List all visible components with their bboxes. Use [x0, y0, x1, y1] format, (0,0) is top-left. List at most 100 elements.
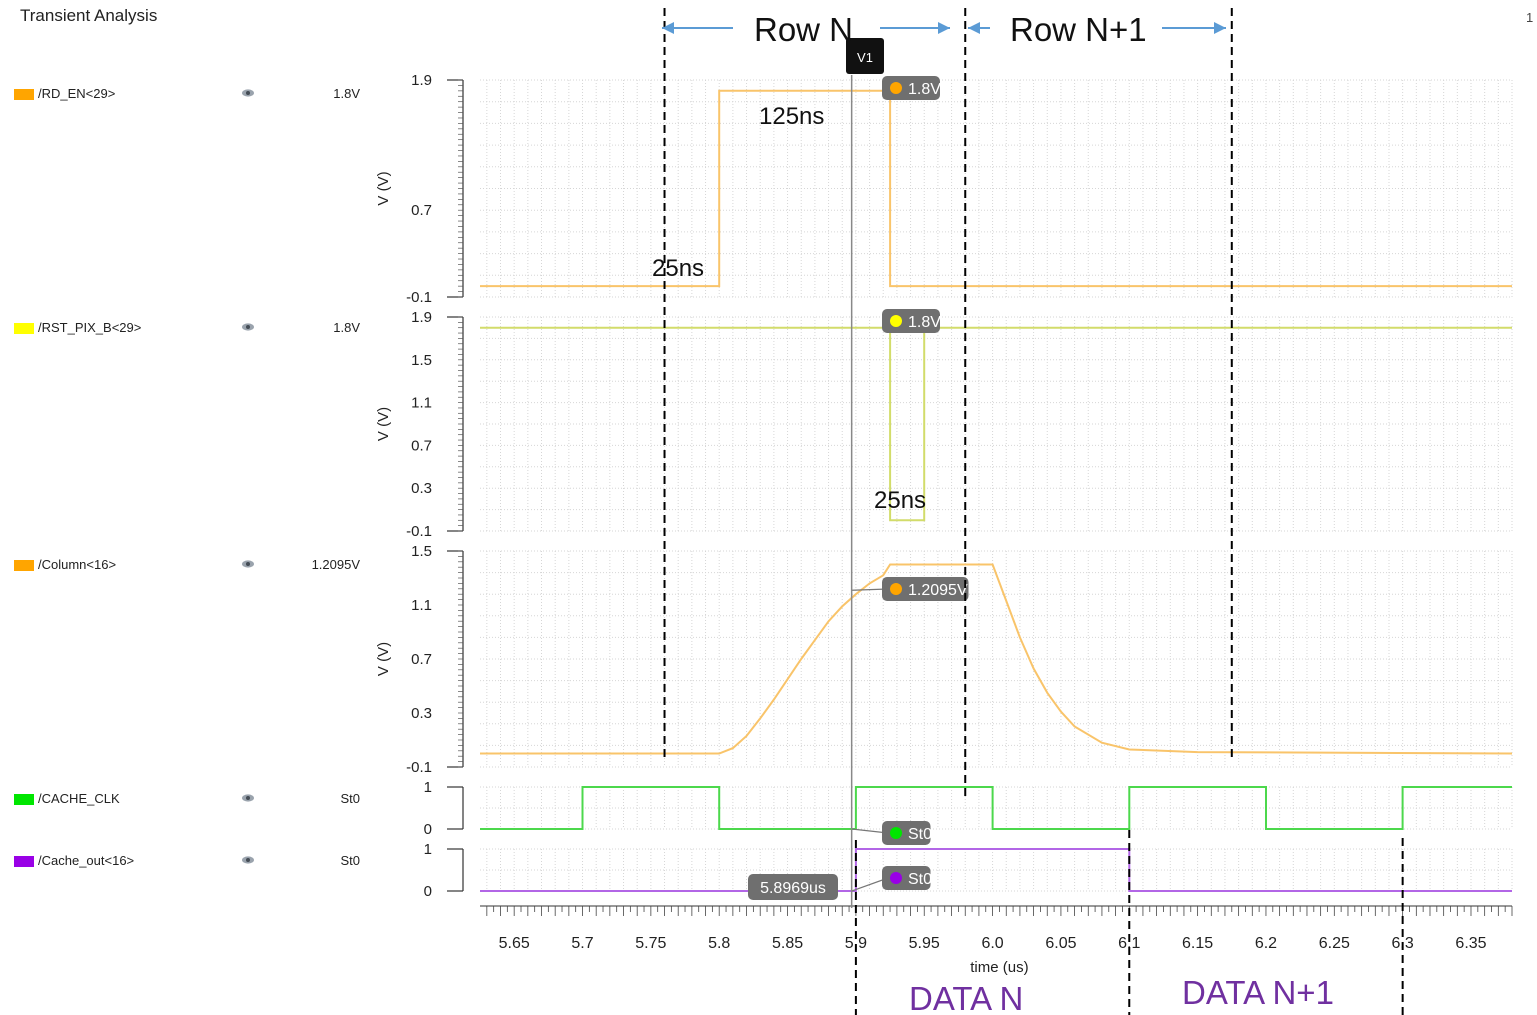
- y-tick-label: 1.5: [411, 543, 432, 560]
- duration-label-125ns: 125ns: [759, 103, 824, 130]
- signal-color-swatch: [14, 856, 34, 867]
- y-tick-label: 1: [424, 841, 432, 858]
- marker-value-label: St0: [908, 826, 932, 843]
- duration-label-25ns: 25ns: [652, 255, 704, 282]
- waveform-series: [480, 326, 1512, 522]
- signal-row[interactable]: /Column<16> 1.2095V: [14, 557, 360, 575]
- signal-color-swatch: [14, 794, 34, 805]
- signal-color-swatch: [14, 560, 34, 571]
- y-tick-label: 0.7: [411, 202, 432, 219]
- y-tick-label: 0: [424, 883, 432, 900]
- marker-value-label: 1.8V: [908, 314, 941, 331]
- signal-value: 1.8V: [333, 86, 360, 101]
- marker-callout[interactable]: [882, 577, 969, 601]
- x-tick-label: 6.2: [1255, 935, 1277, 952]
- cursor-time-callout: [748, 874, 838, 900]
- signal-name: /Column<16>: [38, 557, 117, 572]
- cursor-label: V1: [857, 50, 873, 65]
- signal-value: St0: [340, 853, 360, 868]
- marker-value-label: 1.2095V: [908, 582, 968, 599]
- marker-callout[interactable]: [882, 309, 940, 333]
- y-tick-label: 0.3: [411, 705, 432, 722]
- y-tick-label: 1.1: [411, 395, 432, 412]
- y-tick-label: 1: [424, 779, 432, 796]
- marker-value-label: St0: [908, 871, 932, 888]
- marker-leader: [851, 588, 889, 591]
- y-axis-label: V (V): [375, 642, 392, 676]
- x-tick-label: 5.75: [635, 935, 666, 952]
- signal-value: 1.8V: [333, 320, 360, 335]
- cursor-time-readout: 5.8969us: [760, 880, 826, 897]
- data-n1-label: DATA N+1: [1182, 974, 1334, 1011]
- corner-label: 1: [1526, 10, 1534, 25]
- marker-dot: [890, 583, 902, 595]
- eye-icon[interactable]: [241, 851, 255, 869]
- signal-name: /RD_EN<29>: [38, 86, 116, 101]
- y-tick-label: -0.1: [406, 289, 432, 306]
- signal-value: 1.2095V: [311, 557, 360, 572]
- row-n-arrow-left-head: [662, 22, 674, 34]
- x-tick-label: 6.25: [1319, 935, 1350, 952]
- row-n1-arrow-left-head: [968, 22, 980, 34]
- x-tick-label: 6.15: [1182, 935, 1213, 952]
- x-tick-label: 5.85: [772, 935, 803, 952]
- eye-icon[interactable]: [241, 789, 255, 807]
- y-tick-label: 1.5: [411, 352, 432, 369]
- marker-callout[interactable]: [882, 76, 940, 100]
- eye-icon[interactable]: [241, 555, 255, 573]
- x-tick-label: 5.95: [909, 935, 940, 952]
- cursor-handle[interactable]: [846, 38, 884, 74]
- y-tick-label: 1.9: [411, 72, 432, 89]
- x-tick-label: 6.0: [981, 935, 1003, 952]
- y-tick-label: 1.1: [411, 597, 432, 614]
- duration-label-25ns: 25ns: [874, 487, 926, 514]
- x-tick-label: 6.35: [1455, 935, 1486, 952]
- marker-dot: [890, 872, 902, 884]
- row-n1-label: Row N+1: [1010, 11, 1147, 48]
- y-tick-label: 0.3: [411, 480, 432, 497]
- signal-name: /Cache_out<16>: [38, 853, 135, 868]
- x-tick-label: 5.7: [571, 935, 593, 952]
- y-tick-label: -0.1: [406, 523, 432, 540]
- x-tick-label: 6.1: [1118, 935, 1140, 952]
- data-n-label: DATA N: [909, 980, 1023, 1015]
- waveform-series: [480, 786, 1512, 830]
- signal-value: St0: [340, 791, 360, 806]
- signal-name: /CACHE_CLK: [38, 791, 120, 806]
- y-tick-label: 0.7: [411, 651, 432, 668]
- marker-dot: [890, 827, 902, 839]
- marker-callout[interactable]: [882, 866, 931, 890]
- row-n-label: Row N: [754, 11, 853, 48]
- y-tick-label: 1.9: [411, 309, 432, 326]
- y-tick-label: 0.7: [411, 437, 432, 454]
- x-tick-label: 5.9: [845, 935, 867, 952]
- signal-color-swatch: [14, 89, 34, 100]
- marker-dot: [890, 82, 902, 94]
- marker-leader: [851, 877, 889, 892]
- y-tick-label: -0.1: [406, 759, 432, 776]
- y-axis-label: V (V): [375, 171, 392, 205]
- waveform-series: [480, 89, 1512, 288]
- row-n1-arrow-right-head: [1214, 22, 1226, 34]
- eye-icon[interactable]: [241, 84, 255, 102]
- x-tick-label: 6.05: [1045, 935, 1076, 952]
- marker-dot: [890, 315, 902, 327]
- window-title: Transient Analysis: [20, 6, 158, 25]
- waveform-series: [480, 563, 1513, 755]
- x-axis-label: time (us): [970, 959, 1028, 976]
- signal-row[interactable]: /Cache_out<16> St0: [14, 853, 360, 871]
- x-tick-label: 5.8: [708, 935, 730, 952]
- x-tick-label: 5.65: [499, 935, 530, 952]
- signal-row[interactable]: /RD_EN<29> 1.8V: [14, 86, 360, 104]
- marker-leader: [851, 828, 889, 834]
- signal-name: /RST_PIX_B<29>: [38, 320, 142, 335]
- signal-row[interactable]: /RST_PIX_B<29> 1.8V: [14, 320, 360, 338]
- eye-icon[interactable]: [241, 318, 255, 336]
- marker-callout[interactable]: [882, 821, 931, 845]
- row-n-arrow-right-head: [938, 22, 950, 34]
- signal-color-swatch: [14, 323, 34, 334]
- signal-row[interactable]: /CACHE_CLK St0: [14, 791, 360, 809]
- y-axis-label: V (V): [375, 407, 392, 441]
- marker-value-label: 1.8V: [908, 81, 941, 98]
